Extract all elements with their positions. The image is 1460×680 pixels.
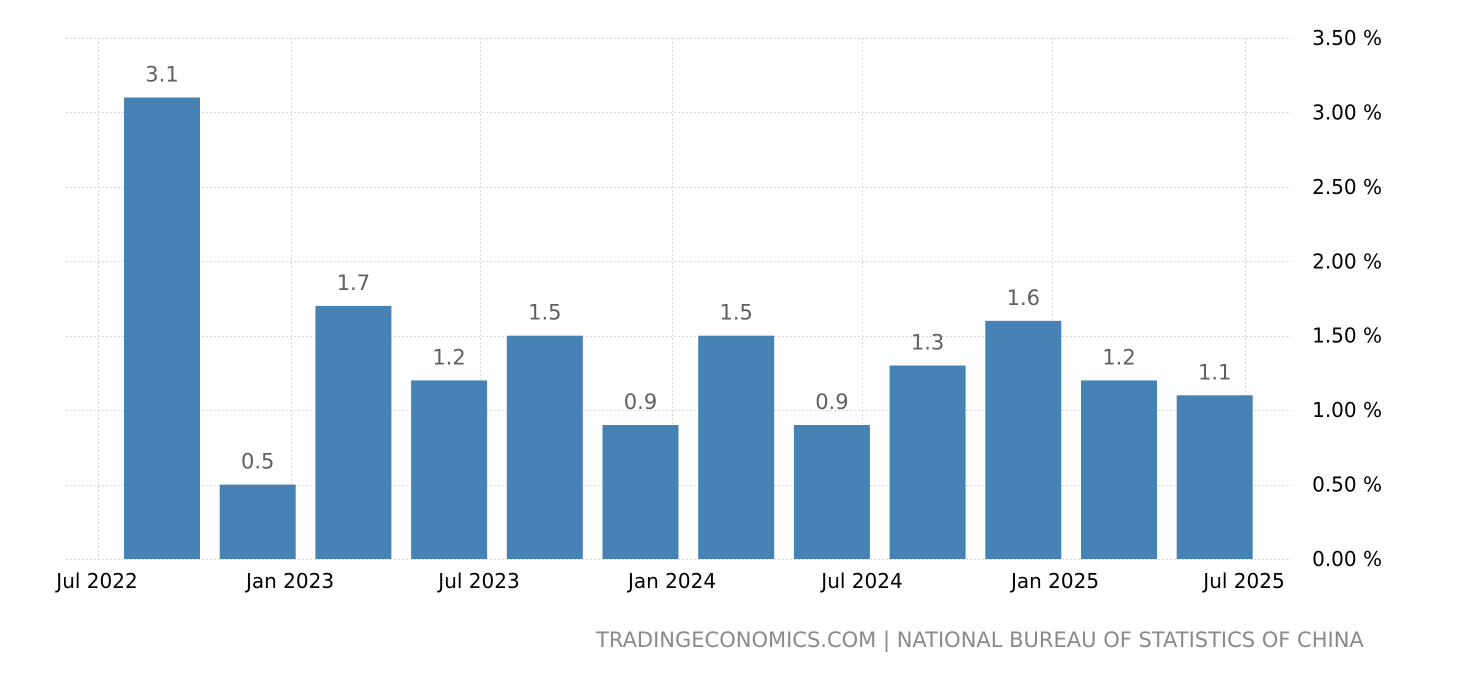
bar[interactable]: [1081, 380, 1157, 559]
x-tick-label: Jan 2025: [1009, 569, 1099, 593]
y-tick-label: 2.50 %: [1312, 175, 1382, 199]
data-label: 3.1: [145, 63, 178, 87]
x-axis-ticks: Jul 2022 Jan 2023 Jul 2023 Jan 2024 Jul 2024…: [54, 569, 1284, 593]
data-label: 1.7: [337, 271, 370, 295]
data-label: 1.6: [1007, 286, 1040, 310]
x-tick-label: Jul 2023: [436, 569, 519, 593]
bar[interactable]: [602, 425, 679, 559]
bar[interactable]: [506, 335, 583, 559]
bar[interactable]: [793, 425, 870, 559]
bar[interactable]: [124, 97, 200, 560]
bar[interactable]: [315, 305, 392, 559]
bar[interactable]: [1176, 395, 1253, 559]
bar[interactable]: [985, 320, 1062, 559]
y-tick-label: 1.50 %: [1312, 324, 1382, 348]
y-tick-label: 0.50 %: [1312, 473, 1382, 497]
data-labels: 3.1 0.5 1.7 1.2 1.5 0.9 1.5 0.9 1.3 1.6 1.2 1.1: [145, 63, 1231, 474]
bar[interactable]: [698, 335, 775, 559]
x-tick-label: Jul 2025: [1201, 569, 1284, 593]
data-label: 1.1: [1198, 360, 1231, 384]
bars: [124, 97, 1253, 560]
bar[interactable]: [411, 380, 488, 559]
data-label: 1.5: [528, 301, 561, 325]
data-label: 1.3: [911, 331, 944, 355]
data-label: 0.9: [815, 390, 848, 414]
y-tick-label: 0.00 %: [1312, 547, 1382, 571]
y-tick-label: 2.00 %: [1312, 249, 1382, 273]
x-tick-label: Jul 2022: [54, 569, 137, 593]
bar[interactable]: [889, 365, 966, 560]
x-tick-label: Jul 2024: [819, 569, 902, 593]
y-axis-ticks: 0.00 % 0.50 % 1.00 % 1.50 % 2.00 % 2.50 % 3.00…: [1312, 26, 1382, 571]
x-tick-label: Jan 2023: [244, 569, 334, 593]
y-tick-label: 1.00 %: [1312, 398, 1382, 422]
bar[interactable]: [219, 484, 296, 559]
y-tick-label: 3.00 %: [1312, 100, 1382, 124]
data-label: 1.5: [719, 301, 752, 325]
source-credit[interactable]: TRADINGECONOMICS.COM | NATIONAL BUREAU O…: [596, 628, 1364, 652]
data-label: 0.5: [241, 450, 274, 474]
data-label: 1.2: [1102, 345, 1135, 369]
x-tick-label: Jan 2024: [626, 569, 716, 593]
data-label: 1.2: [432, 345, 465, 369]
data-label: 0.9: [624, 390, 657, 414]
y-tick-label: 3.50 %: [1312, 26, 1382, 50]
